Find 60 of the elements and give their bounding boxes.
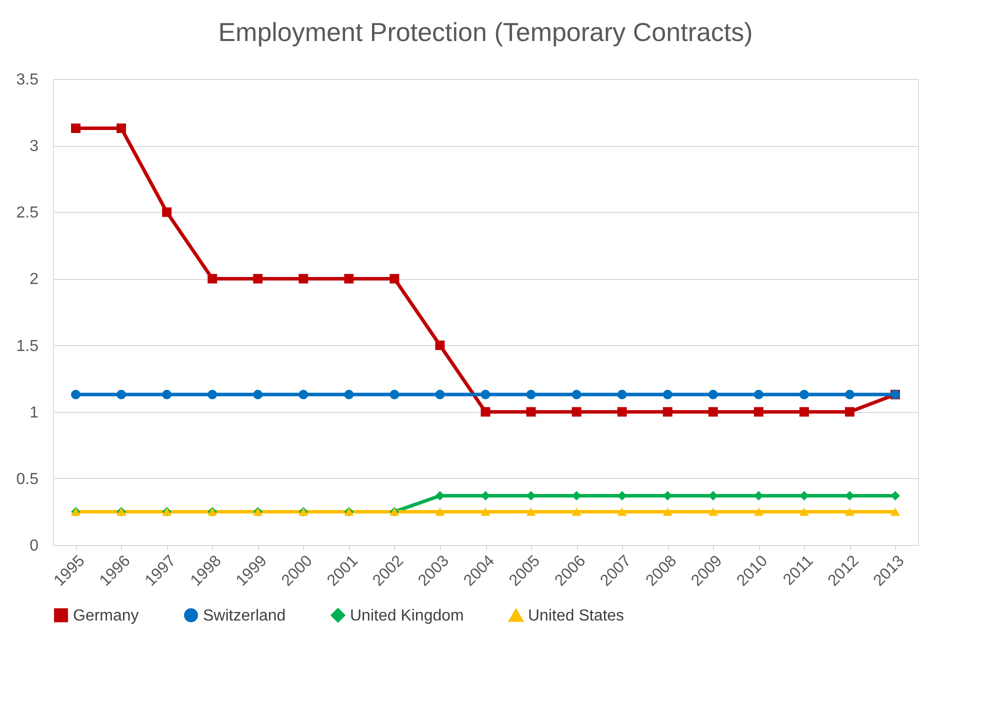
y-tick-label: 2 xyxy=(30,271,39,288)
point xyxy=(617,390,627,400)
point xyxy=(526,508,536,516)
legend-label: United States xyxy=(528,608,624,625)
point xyxy=(298,274,308,284)
point xyxy=(116,124,126,134)
point xyxy=(526,390,536,400)
point xyxy=(480,407,490,417)
legend-label: Switzerland xyxy=(203,607,286,624)
point xyxy=(390,390,400,400)
point xyxy=(890,508,900,516)
point xyxy=(844,508,854,516)
point xyxy=(162,207,172,217)
point xyxy=(844,390,854,400)
legend-label: United Kingdom xyxy=(350,607,464,624)
y-tick-label: 3.5 xyxy=(16,72,39,88)
point xyxy=(116,390,126,400)
y-tick-label: 3 xyxy=(30,138,39,156)
y-tick-label: 1 xyxy=(30,404,39,422)
point xyxy=(526,407,536,417)
point xyxy=(162,390,172,400)
point xyxy=(480,508,490,516)
point xyxy=(435,390,445,400)
y-tick-label: 0 xyxy=(30,538,39,554)
point xyxy=(253,390,263,400)
point xyxy=(617,407,627,417)
point xyxy=(344,274,354,284)
point xyxy=(71,390,81,400)
point xyxy=(298,390,308,400)
point xyxy=(754,390,764,400)
point xyxy=(662,390,672,400)
point xyxy=(844,407,854,417)
point xyxy=(708,390,718,400)
chart-title: Employment Protection (Temporary Contracts) xyxy=(218,17,753,47)
point xyxy=(208,274,218,284)
point xyxy=(435,508,445,516)
point xyxy=(708,407,718,417)
legend-label: Germany xyxy=(73,607,139,624)
y-tick-label: 2.5 xyxy=(16,204,39,222)
point xyxy=(754,508,764,516)
point xyxy=(572,508,582,516)
point xyxy=(662,407,672,417)
point xyxy=(799,390,809,400)
point xyxy=(344,390,354,400)
point xyxy=(572,390,582,400)
point xyxy=(253,274,263,284)
point xyxy=(662,508,672,516)
point xyxy=(390,274,400,284)
point xyxy=(617,508,627,516)
point xyxy=(572,407,582,417)
point xyxy=(71,124,81,134)
point xyxy=(799,508,809,516)
point xyxy=(208,390,218,400)
point xyxy=(708,508,718,516)
point xyxy=(435,340,445,350)
y-tick-label: 1.5 xyxy=(16,338,39,355)
point xyxy=(754,407,764,417)
y-tick-label: 0.5 xyxy=(16,470,39,488)
point xyxy=(480,390,490,400)
point xyxy=(799,407,809,417)
